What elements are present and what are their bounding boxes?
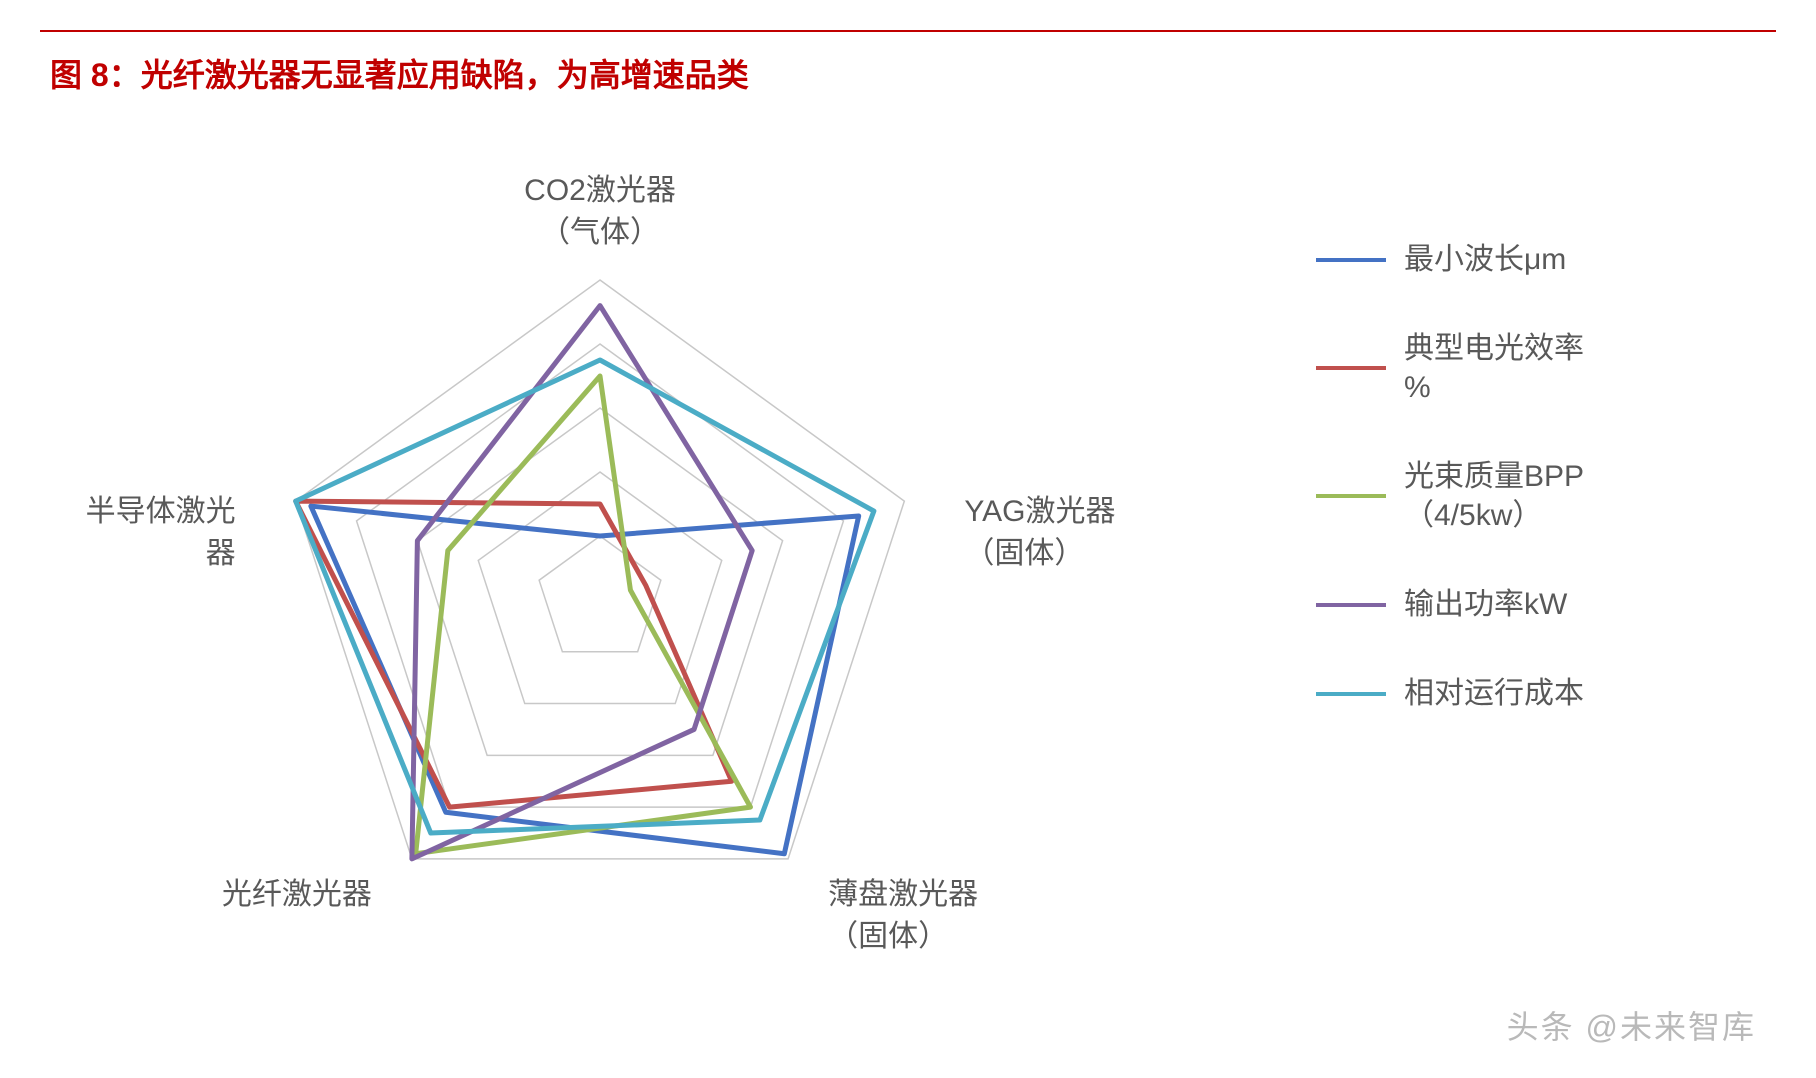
- legend-swatch: [1316, 258, 1386, 262]
- legend-label: 光束质量BPP（4/5kw）: [1404, 457, 1584, 535]
- radar-chart: CO2激光器（气体）YAG激光器（固体）薄盘激光器（固体）光纤激光器半导体激光器: [100, 130, 1100, 1030]
- series-line: [296, 360, 874, 833]
- legend: 最小波长μm 典型电光效率% 光束质量BPP（4/5kw） 输出功率kW 相对运行成本: [1316, 240, 1736, 763]
- legend-item: 典型电光效率%: [1316, 329, 1736, 407]
- series-line: [412, 306, 752, 859]
- legend-swatch: [1316, 494, 1386, 498]
- legend-item: 最小波长μm: [1316, 240, 1736, 279]
- axis-label: 薄盘激光器（固体）: [828, 874, 1088, 958]
- watermark: 头条 @未来智库: [1507, 1002, 1756, 1048]
- legend-swatch: [1316, 366, 1386, 370]
- axis-label: YAG激光器（固体）: [964, 491, 1224, 575]
- legend-item: 相对运行成本: [1316, 674, 1736, 713]
- legend-label: 输出功率kW: [1404, 585, 1567, 624]
- legend-label: 典型电光效率%: [1404, 329, 1584, 407]
- top-rule: [40, 30, 1776, 32]
- axis-label: CO2激光器（气体）: [470, 170, 730, 254]
- legend-label: 最小波长μm: [1404, 240, 1566, 279]
- legend-swatch: [1316, 692, 1386, 696]
- legend-swatch: [1316, 603, 1386, 607]
- axis-label: 光纤激光器: [112, 874, 372, 916]
- legend-item: 光束质量BPP（4/5kw）: [1316, 457, 1736, 535]
- axis-label: 半导体激光器: [0, 491, 236, 575]
- legend-item: 输出功率kW: [1316, 585, 1736, 624]
- chart-title: 图 8：光纤激光器无显著应用缺陷，为高增速品类: [50, 50, 749, 96]
- grid-ring: [539, 536, 661, 652]
- legend-label: 相对运行成本: [1404, 674, 1584, 713]
